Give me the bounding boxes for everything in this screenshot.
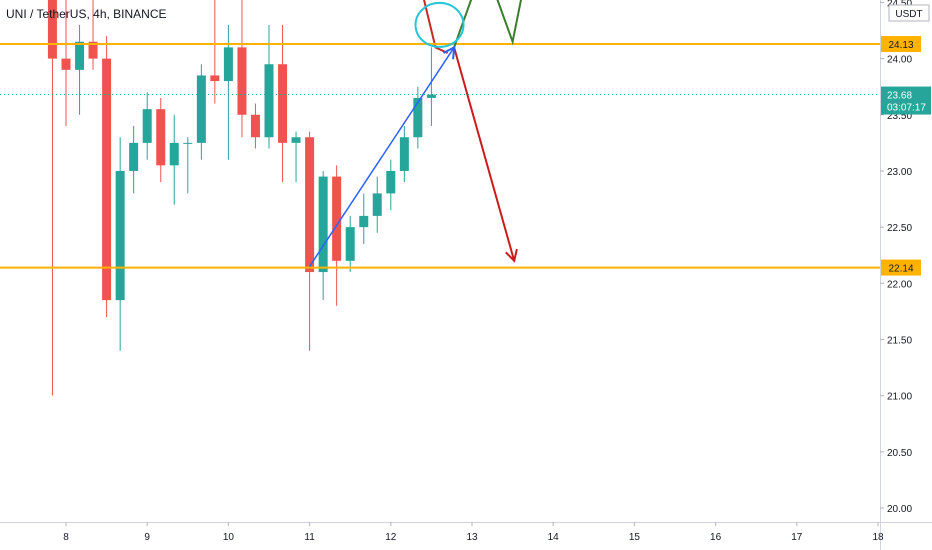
candle-body — [359, 215, 369, 228]
trend-line — [308, 46, 455, 267]
projection-down-arrowhead — [505, 248, 518, 263]
y-tick-label: 21.50 — [887, 335, 912, 346]
trend-arrowhead — [443, 45, 456, 60]
x-tick-label: 9 — [144, 532, 150, 543]
y-tick-label: 20.50 — [887, 448, 912, 459]
projection-up-path — [453, 0, 522, 48]
y-tick-label: 24.00 — [887, 55, 912, 66]
x-tick-label: 17 — [791, 532, 803, 543]
current-price-tag — [881, 86, 931, 115]
candle-body — [75, 41, 85, 70]
x-tick-label: 8 — [63, 532, 69, 543]
currency-label: USDT — [895, 9, 922, 20]
symbol-title: UNI / TetherUS, 4h, BINANCE — [6, 7, 167, 21]
candle-body — [332, 176, 342, 261]
y-tick-label: 23.50 — [887, 111, 912, 122]
candle-body — [345, 227, 355, 261]
y-tick-label: 20.00 — [887, 504, 912, 515]
candle-body — [413, 97, 423, 138]
candle-body — [115, 170, 125, 301]
price-tag-label: 22.14 — [888, 264, 913, 275]
projection-down-path — [453, 47, 516, 262]
candle-body — [318, 176, 328, 273]
candle-body — [399, 137, 409, 171]
x-tick-label: 10 — [223, 532, 235, 543]
x-tick-label: 15 — [629, 532, 641, 543]
current-price-label: 23.68 — [887, 91, 912, 102]
x-tick-label: 12 — [385, 532, 397, 543]
x-tick-label: 13 — [466, 532, 478, 543]
candle-body — [129, 142, 139, 171]
x-tick-label: 18 — [872, 532, 884, 543]
candle-body — [237, 47, 247, 115]
x-tick-label: 11 — [304, 532, 315, 543]
annotation-circle — [414, 1, 465, 48]
candle-body — [88, 41, 98, 59]
candle-countdown-label: 03:07:17 — [887, 103, 926, 114]
candle-body — [47, 0, 57, 59]
candle-body — [183, 142, 193, 144]
candle-body — [102, 58, 112, 301]
price-tag-22.14 — [881, 259, 921, 276]
candle-body — [278, 64, 288, 143]
candle-body — [223, 47, 233, 82]
x-tick-label: 14 — [548, 532, 560, 543]
candle-body — [156, 109, 166, 166]
candle-body — [264, 64, 274, 138]
candle-body — [210, 75, 220, 82]
price-tag-24.13 — [881, 35, 921, 52]
candle-body — [291, 137, 301, 143]
currency-label-box — [888, 4, 930, 22]
y-tick-label: 23.00 — [887, 167, 912, 178]
y-tick-label: 21.00 — [887, 392, 912, 403]
price-tag-label: 24.13 — [888, 40, 913, 51]
candle-body — [196, 75, 206, 143]
candle-body — [61, 58, 71, 70]
candle-body — [372, 193, 382, 216]
candle-body — [305, 137, 315, 273]
x-tick-label: 16 — [710, 532, 722, 543]
candle-body — [386, 170, 396, 194]
y-tick-label: 22.50 — [887, 223, 912, 234]
candle-body — [250, 114, 260, 138]
candle-body — [169, 142, 179, 166]
plot-area — [0, 0, 880, 396]
y-tick-label: 22.00 — [887, 279, 912, 290]
candle-body — [426, 94, 436, 98]
candle-body — [142, 109, 152, 143]
